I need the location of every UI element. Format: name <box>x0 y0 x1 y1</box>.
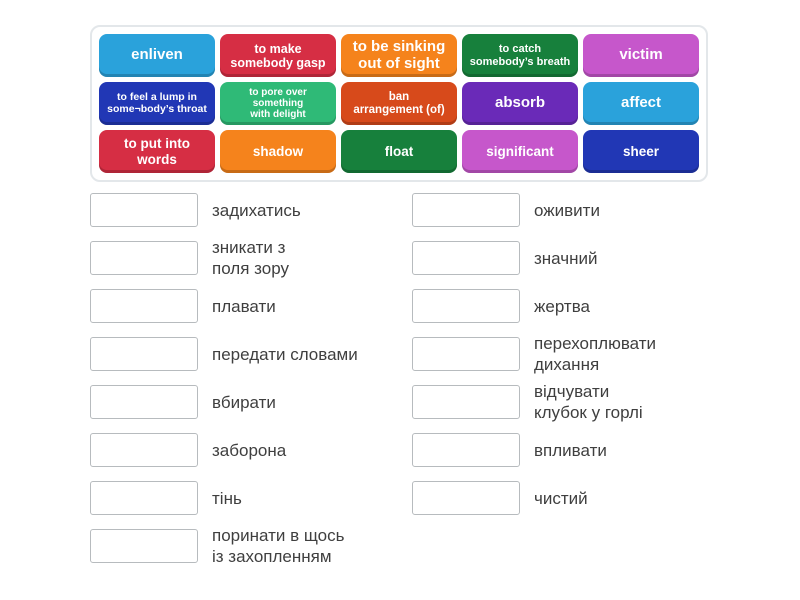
answers-column-right: оживити значний жертва перехоплювати диханн… <box>412 186 656 522</box>
answer-label: тінь <box>212 488 242 508</box>
answer-drop-slot[interactable] <box>90 433 198 467</box>
answer-row: плавати <box>90 282 358 330</box>
answer-drop-slot[interactable] <box>90 481 198 515</box>
answer-label: плавати <box>212 296 276 316</box>
answer-label: задихатись <box>212 200 301 220</box>
answer-label: зникати з поля зору <box>212 238 289 278</box>
answer-row: заборона <box>90 426 358 474</box>
word-tile[interactable]: significant <box>462 130 578 173</box>
answer-drop-slot[interactable] <box>412 481 520 515</box>
word-tile-label: affect <box>620 94 661 112</box>
word-tile[interactable]: victim <box>583 34 699 77</box>
answer-drop-slot[interactable] <box>412 433 520 467</box>
answer-drop-slot[interactable] <box>412 289 520 323</box>
answer-label: вбирати <box>212 392 276 412</box>
answer-drop-slot[interactable] <box>90 337 198 371</box>
answer-row: значний <box>412 234 656 282</box>
answer-label: поринати в щось із захопленням <box>212 526 345 566</box>
answer-label: значний <box>534 248 598 268</box>
answer-drop-slot[interactable] <box>412 193 520 227</box>
answer-label: жертва <box>534 296 590 316</box>
word-tile-label: sheer <box>622 143 660 159</box>
word-tile-label: float <box>384 143 414 159</box>
word-tile-label: to catch somebody’s breath <box>469 43 571 68</box>
word-tile-label: victim <box>619 46 663 64</box>
answer-drop-slot[interactable] <box>90 289 198 323</box>
word-tile[interactable]: to feel a lump in some¬body’s throat <box>99 82 215 125</box>
word-tile[interactable]: to put into words <box>99 130 215 173</box>
answer-row: перехоплювати дихання <box>412 330 656 378</box>
answer-row: чистий <box>412 474 656 522</box>
word-tile[interactable]: enliven <box>99 34 215 77</box>
answer-label: чистий <box>534 488 588 508</box>
word-tile-label: enliven <box>131 46 183 64</box>
word-tile[interactable]: to pore over something with delight <box>220 82 336 125</box>
word-tile[interactable]: to make somebody gasp <box>220 34 336 77</box>
word-tile-label: ban arrangement (of) <box>353 90 445 116</box>
answer-drop-slot[interactable] <box>412 385 520 419</box>
answer-row: передати словами <box>90 330 358 378</box>
word-tile[interactable]: ban arrangement (of) <box>341 82 457 125</box>
word-tile[interactable]: shadow <box>220 130 336 173</box>
word-tile-label: to feel a lump in some¬body’s throat <box>107 90 207 115</box>
answer-label: оживити <box>534 200 600 220</box>
word-tile[interactable]: to be sinking out of sight <box>341 34 457 77</box>
answer-label: заборона <box>212 440 287 460</box>
answer-label: передати словами <box>212 344 358 364</box>
word-tile-label: absorb <box>494 94 545 112</box>
answer-drop-slot[interactable] <box>412 241 520 275</box>
word-tile-label: to pore over something with delight <box>249 86 307 121</box>
answer-row: тінь <box>90 474 358 522</box>
word-tile[interactable]: to catch somebody’s breath <box>462 34 578 77</box>
answer-drop-slot[interactable] <box>90 529 198 563</box>
tile-board: enliven to make somebody gasp to be sinkin… <box>90 25 708 182</box>
word-tile-label: to make somebody gasp <box>230 41 326 70</box>
word-tile-label: significant <box>486 143 554 159</box>
answer-drop-slot[interactable] <box>412 337 520 371</box>
answer-row: жертва <box>412 282 656 330</box>
answer-label: відчувати клубок у горлі <box>534 382 643 422</box>
answer-label: впливати <box>534 440 607 460</box>
word-tile[interactable]: sheer <box>583 130 699 173</box>
answer-drop-slot[interactable] <box>90 385 198 419</box>
answer-drop-slot[interactable] <box>90 193 198 227</box>
word-tile-label: shadow <box>252 143 304 159</box>
answer-drop-slot[interactable] <box>90 241 198 275</box>
answer-row: вбирати <box>90 378 358 426</box>
word-tile[interactable]: absorb <box>462 82 578 125</box>
answer-row: поринати в щось із захопленням <box>90 522 358 570</box>
answer-row: оживити <box>412 186 656 234</box>
answer-label: перехоплювати дихання <box>534 334 657 374</box>
word-tile-label: to put into words <box>124 136 190 167</box>
answer-row: відчувати клубок у горлі <box>412 378 656 426</box>
answer-row: задихатись <box>90 186 358 234</box>
word-tile[interactable]: affect <box>583 82 699 125</box>
answer-row: зникати з поля зору <box>90 234 358 282</box>
answers-column-left: задихатись зникати з поля зору плавати пере… <box>90 186 358 570</box>
word-tile-label: to be sinking out of sight <box>352 37 446 72</box>
word-tile[interactable]: float <box>341 130 457 173</box>
answer-row: впливати <box>412 426 656 474</box>
